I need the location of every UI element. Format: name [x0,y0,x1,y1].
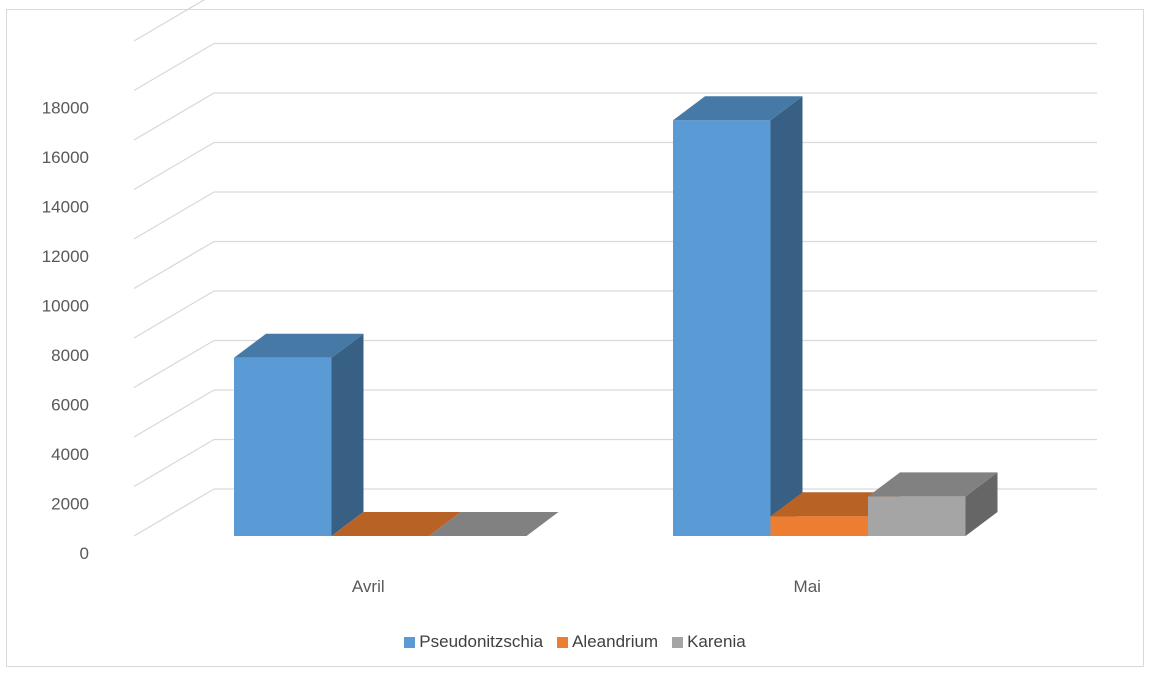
bar-pseudonitzschia-avril [234,333,364,536]
bar-top [331,512,461,536]
legend-item-pseudonitzschia: Pseudonitzschia [404,632,543,652]
bar-top [234,333,364,358]
y-tick-label: 8000 [51,346,89,365]
x-axis-ticks: Avril Mai [352,577,821,596]
bar-pseudonitzschia-mai [673,96,803,536]
legend-label: Aleandrium [572,632,659,651]
x-tick-label: Avril [352,577,385,596]
grid-lines [133,0,1097,537]
bar-front [673,120,771,536]
bar-aleandrium-mai [770,492,900,536]
bar-karenia-avril [429,512,559,536]
y-tick-label: 14000 [42,198,89,217]
legend-swatch [404,636,416,648]
legend-label: Pseudonitzschia [419,632,544,651]
legend-swatch [557,636,569,648]
y-tick-label: 18000 [42,99,89,118]
legend: Pseudonitzschia Aleandrium Karenia [0,632,1150,652]
gridline-side [133,389,215,438]
bar-aleandrium-avril [331,512,461,536]
gridline-side [133,438,215,488]
bar-top [770,492,900,517]
bar-top [868,472,998,497]
legend-label: Karenia [687,632,746,651]
y-tick-label: 10000 [42,297,89,316]
bar-side [770,96,803,536]
legend-item-karenia: Karenia [672,632,746,652]
bar-side [331,333,364,536]
bar-front [868,496,966,536]
y-tick-label: 16000 [42,148,89,167]
legend-item-aleandrium: Aleandrium [557,632,658,652]
y-tick-label: 0 [80,544,89,563]
gridline-side [133,0,206,42]
y-tick-label: 2000 [51,495,89,514]
gridline-side [133,92,215,141]
bar-front [770,516,868,536]
y-tick-label: 12000 [42,247,89,266]
bar-front [234,357,332,536]
bars [234,96,998,536]
bar-top [429,512,559,536]
gridline-side [133,488,215,537]
gridline-side [133,339,215,389]
bar-karenia-mai [868,472,998,536]
gridline-side [133,290,215,339]
bar-side [965,472,998,536]
y-tick-label: 4000 [51,445,89,464]
x-tick-label: Mai [794,577,821,596]
gridline-side [133,42,215,92]
chart-frame [6,9,1144,667]
legend-swatch [672,636,684,648]
y-tick-label: 6000 [51,396,89,415]
gridline-side [133,141,215,191]
gridline-side [133,191,215,240]
gridline-side [133,240,215,290]
y-axis-ticks: 0 2000 4000 6000 8000 10000 12000 14000 16000 180… [42,99,89,564]
bar-top [673,96,803,121]
